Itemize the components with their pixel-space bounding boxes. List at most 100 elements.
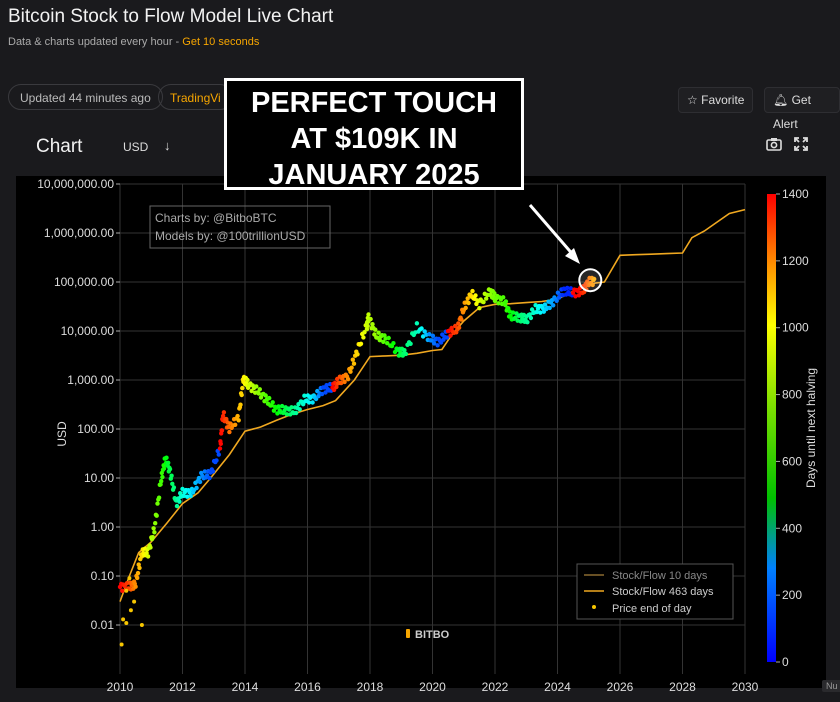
- price-point: [427, 332, 432, 337]
- price-series: [117, 275, 597, 647]
- price-point: [169, 473, 174, 478]
- price-point: [240, 385, 245, 391]
- price-point: [534, 309, 539, 315]
- price-point: [159, 479, 164, 484]
- price-point: [365, 323, 370, 329]
- price-point: [403, 351, 409, 357]
- sort-arrow-icon[interactable]: ↓: [164, 138, 171, 153]
- price-point: [538, 310, 543, 315]
- favorite-button[interactable]: ☆ Favorite: [678, 87, 754, 113]
- get-10-seconds-link[interactable]: Get 10 seconds: [182, 36, 260, 48]
- price-point: [377, 338, 382, 343]
- price-point: [136, 562, 141, 567]
- price-point: [214, 458, 219, 463]
- grid: [119, 183, 746, 674]
- price-point: [366, 312, 371, 317]
- price-point: [492, 291, 497, 296]
- price-point: [362, 330, 367, 335]
- price-point: [181, 493, 186, 499]
- updated-badge: Updated 44 minutes ago: [8, 84, 163, 110]
- price-point: [127, 576, 132, 581]
- price-point: [527, 312, 532, 317]
- price-point: [306, 400, 312, 405]
- price-point: [503, 302, 508, 308]
- price-point: [153, 521, 158, 526]
- colorbar-tick-label: 400: [782, 521, 802, 535]
- price-point: [284, 412, 289, 417]
- price-point: [338, 380, 344, 386]
- x-axis-ticks: 2010 2012 2014 2016 2018 2020 2022 2024 2026 2028…: [107, 680, 759, 694]
- price-point: [150, 535, 155, 540]
- price-point: [419, 326, 424, 331]
- x-tick-label: 2012: [169, 680, 196, 694]
- price-point: [470, 288, 475, 294]
- legend-price: Price end of day: [612, 603, 692, 615]
- camera-icon[interactable]: [766, 137, 782, 155]
- price-point: [477, 306, 482, 311]
- x-tick-label: 2026: [607, 680, 634, 694]
- price-point: [592, 276, 597, 282]
- price-point: [351, 361, 357, 366]
- price-point: [473, 293, 478, 298]
- price-point: [137, 565, 142, 571]
- fullscreen-icon[interactable]: [794, 137, 808, 155]
- price-point: [420, 334, 426, 339]
- price-point: [139, 623, 144, 627]
- price-point: [590, 282, 595, 288]
- bitbo-watermark: BITBO: [406, 629, 450, 641]
- chart-heading: Chart: [36, 136, 83, 157]
- price-point: [435, 343, 440, 348]
- price-point: [196, 475, 202, 481]
- price-point: [503, 299, 509, 304]
- x-tick-label: 2022: [482, 680, 509, 694]
- y-tick-label: 10,000,000.00: [37, 177, 114, 191]
- price-point: [160, 474, 165, 480]
- colorbar-label: Days until next halving: [804, 368, 818, 488]
- price-point: [570, 290, 576, 296]
- credit-models: Models by: @100trillionUSD: [155, 229, 306, 243]
- colorbar-tick-label: 600: [782, 454, 802, 468]
- price-point: [219, 428, 225, 433]
- price-point: [276, 404, 281, 409]
- price-point: [124, 588, 129, 593]
- get-alert-button[interactable]: 🔔︎ Get Alert: [764, 87, 840, 131]
- price-point: [392, 349, 398, 355]
- price-point: [171, 485, 177, 490]
- price-point: [528, 315, 534, 321]
- price-point: [267, 395, 272, 401]
- price-point: [533, 303, 538, 308]
- bell-icon: 🔔︎: [773, 93, 789, 107]
- price-point: [358, 341, 364, 346]
- price-point: [135, 575, 140, 581]
- price-point: [227, 429, 232, 435]
- y-axis-label: USD: [55, 421, 69, 447]
- currency-select[interactable]: USD: [123, 140, 149, 154]
- price-point: [235, 413, 240, 419]
- y-axis-ticks: 10,000,000.00 1,000,000.00 100,000.00 10,00…: [37, 177, 120, 632]
- tradingview-button[interactable]: TradingVi: [158, 84, 233, 110]
- price-point: [233, 422, 238, 427]
- price-point: [376, 330, 381, 335]
- price-point: [224, 416, 229, 422]
- price-point: [560, 293, 565, 298]
- price-point: [161, 466, 167, 471]
- x-tick-label: 2028: [669, 680, 696, 694]
- highlight-circle: [578, 268, 603, 293]
- price-point: [575, 288, 580, 294]
- price-point: [449, 325, 454, 331]
- bitbo-logo-icon: [406, 629, 410, 638]
- price-point: [302, 393, 307, 398]
- price-point: [301, 402, 306, 407]
- price-point: [465, 296, 470, 301]
- legend-s2f10: Stock/Flow 10 days: [612, 570, 708, 582]
- colorbar-tick-label: 200: [782, 588, 802, 602]
- price-point: [144, 550, 149, 556]
- price-point: [349, 365, 354, 370]
- price-point: [275, 411, 280, 416]
- price-point: [370, 322, 375, 327]
- price-point: [385, 341, 390, 346]
- y-tick-label: 0.01: [91, 618, 115, 632]
- y-tick-label: 0.10: [91, 569, 115, 583]
- colorbar-tick-label: 1200: [782, 254, 809, 268]
- price-point: [510, 310, 516, 315]
